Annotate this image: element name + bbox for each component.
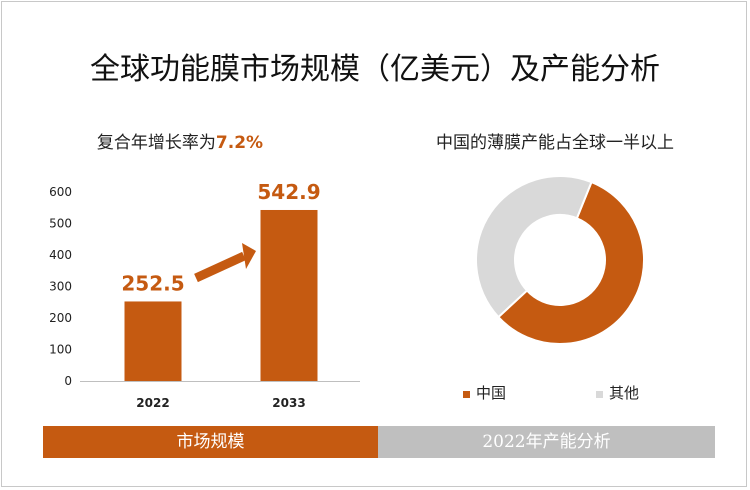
- x-tick-label: 2022: [136, 396, 169, 410]
- capacity-analysis-band: 2022年产能分析: [378, 426, 715, 458]
- bar-value-label: 252.5: [121, 271, 184, 295]
- growth-rate: 7.2%: [215, 133, 264, 153]
- y-tick-label: 500: [49, 217, 72, 231]
- market-size-bar-chart: 0 100 200 300 400 500 600 252.5 2022 542.9 2033: [49, 180, 360, 410]
- y-tick-label: 0: [64, 374, 72, 388]
- capacity-subtitle: 中国的薄膜产能占全球一半以上: [436, 133, 674, 153]
- growth-arrow-shaft: [194, 251, 246, 283]
- growth-subtitle: 复合年增长率为7.2%: [60, 128, 300, 153]
- y-tick-label: 300: [49, 280, 72, 294]
- donut-slice-other: [475, 175, 593, 319]
- bar-value-label: 542.9: [257, 180, 320, 204]
- x-tick-label: 2033: [272, 396, 305, 410]
- growth-subtitle-text: 复合年增长率为: [96, 133, 216, 153]
- legend-item-other: 其他: [596, 382, 639, 403]
- bar-2022: [124, 301, 182, 381]
- y-tick-label: 100: [49, 343, 72, 357]
- legend-item-china: 中国: [463, 382, 506, 403]
- y-tick-label: 600: [49, 185, 72, 199]
- legend-label-china: 中国: [476, 384, 507, 402]
- donut-slice-china: [496, 180, 645, 345]
- y-tick-label: 200: [49, 311, 72, 325]
- legend-label-other: 其他: [609, 384, 640, 402]
- bar-2033: [260, 209, 318, 381]
- market-size-band: 市场规模: [43, 426, 378, 458]
- capacity-donut-chart: [475, 175, 645, 345]
- legend-swatch-china: [463, 390, 470, 398]
- growth-arrow-head: [242, 243, 256, 269]
- y-tick-label: 400: [49, 248, 72, 262]
- legend-swatch-other: [596, 390, 603, 398]
- page-title: 全球功能膜市场规模（亿美元）及产能分析: [90, 52, 660, 87]
